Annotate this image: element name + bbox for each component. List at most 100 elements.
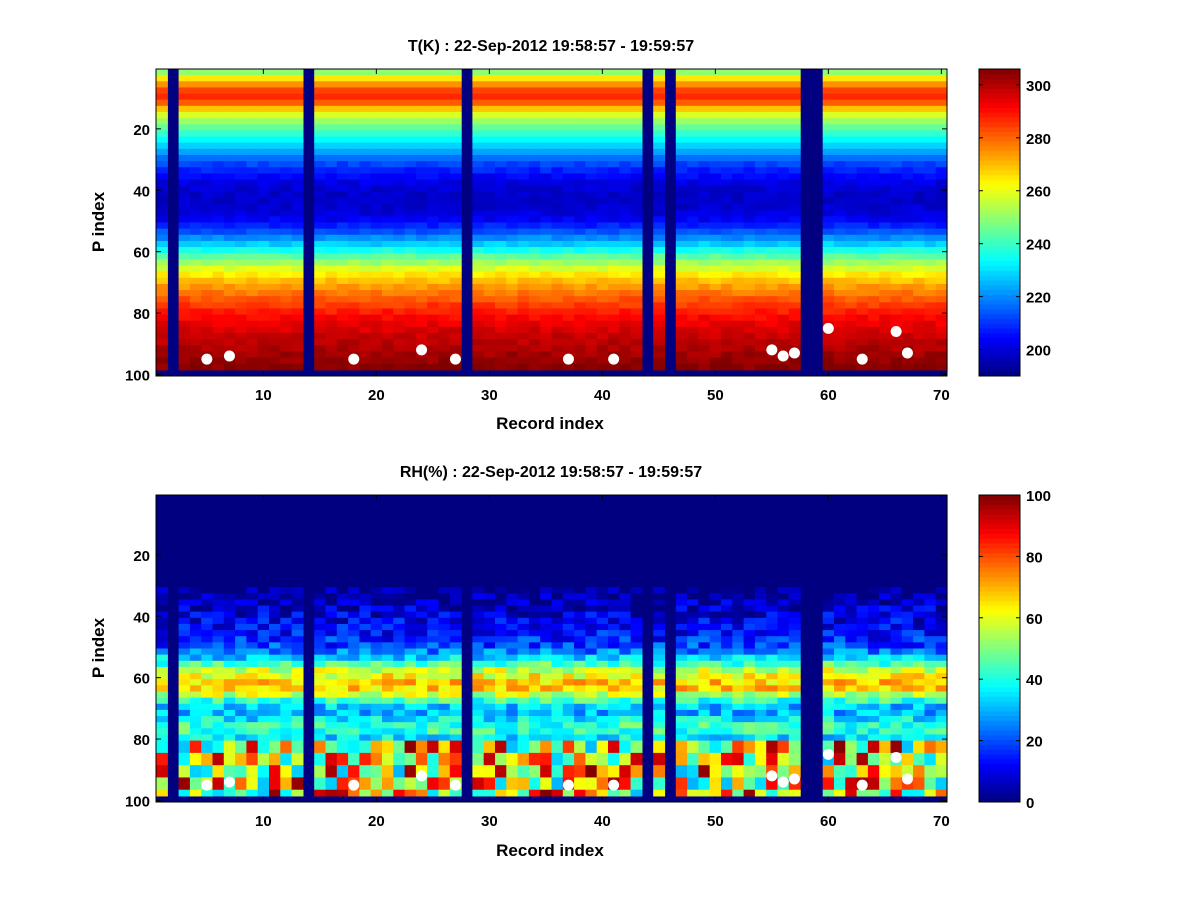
heatmap-cell — [178, 722, 191, 729]
heatmap-cell — [201, 259, 214, 267]
heatmap-cell — [472, 197, 485, 205]
heatmap-cell — [156, 277, 168, 285]
heatmap-cell — [528, 574, 541, 582]
heatmap-cell — [619, 296, 632, 303]
heatmap-cell — [269, 765, 281, 772]
heatmap-cell — [845, 167, 858, 174]
heatmap-cell — [698, 167, 711, 174]
heatmap-cell — [562, 326, 575, 334]
heatmap-cell — [223, 507, 236, 515]
heatmap-cell — [528, 703, 541, 711]
heatmap-cell — [212, 191, 225, 199]
heatmap-cell — [574, 185, 586, 193]
heatmap-cell — [314, 185, 327, 193]
heatmap-cell — [370, 722, 383, 729]
heatmap-cell — [427, 259, 440, 267]
heatmap-cell — [235, 351, 247, 359]
heatmap-cell — [370, 660, 383, 668]
heatmap-cell — [517, 507, 530, 515]
heatmap-cell — [325, 191, 338, 199]
heatmap-cell — [924, 185, 937, 193]
heatmap-cell — [223, 271, 236, 279]
heatmap-cell — [257, 666, 270, 674]
heatmap-cell — [201, 580, 214, 588]
heatmap-cell — [585, 314, 598, 322]
heatmap-cell — [856, 302, 869, 310]
heatmap-cell — [619, 210, 632, 217]
heatmap-cell — [438, 673, 451, 680]
heatmap-cell — [562, 111, 575, 119]
heatmap-cell — [506, 673, 519, 680]
heatmap-cell — [178, 333, 191, 340]
heatmap-cell — [721, 326, 733, 334]
heatmap-cell — [449, 222, 462, 230]
heatmap-cell — [370, 363, 383, 371]
heatmap-cell — [551, 167, 564, 174]
heatmap-cell — [438, 271, 451, 279]
heatmap-cell — [178, 623, 191, 631]
heatmap-cell — [698, 81, 711, 89]
heatmap-cell — [314, 148, 327, 156]
heatmap-cell — [653, 265, 666, 273]
heatmap-cell — [630, 333, 643, 340]
heatmap-cell — [687, 357, 699, 365]
heatmap-cell — [834, 339, 846, 346]
heatmap-cell — [235, 507, 247, 515]
heatmap-cell — [495, 537, 507, 545]
heatmap-cell — [280, 525, 293, 533]
heatmap-cell — [223, 709, 236, 717]
heatmap-cell — [438, 783, 451, 791]
heatmap-cell — [336, 666, 349, 674]
heatmap-cell — [257, 709, 270, 717]
heatmap-cell — [901, 179, 914, 187]
heatmap-cell — [235, 673, 247, 680]
heatmap-cell — [585, 265, 598, 273]
heatmap-cell — [348, 191, 360, 199]
heatmap-cell — [201, 691, 214, 699]
heatmap-cell — [766, 222, 779, 230]
heatmap-cell — [404, 81, 417, 89]
heatmap-cell — [291, 703, 304, 711]
heatmap-cell — [822, 179, 835, 187]
heatmap-cell — [777, 240, 790, 248]
heatmap-cell — [788, 179, 801, 187]
heatmap-cell — [721, 69, 733, 76]
heatmap-cell — [879, 142, 892, 150]
heatmap-cell — [551, 531, 564, 539]
heatmap-column — [506, 69, 519, 371]
heatmap-cell — [223, 363, 236, 371]
heatmap-cell — [325, 599, 338, 607]
heatmap-cell — [495, 326, 507, 334]
heatmap-cell — [280, 210, 293, 217]
heatmap-cell — [359, 587, 372, 594]
heatmap-cell — [506, 271, 519, 279]
heatmap-cell — [370, 228, 383, 236]
heatmap-cell — [585, 130, 598, 138]
heatmap-cell — [709, 290, 722, 297]
heatmap-cell — [336, 783, 349, 791]
heatmap-cell — [562, 296, 575, 303]
colorbar-swatch — [979, 246, 1020, 252]
heatmap-cell — [178, 130, 191, 138]
heatmap-cell — [630, 93, 643, 101]
heatmap-cell — [766, 308, 779, 316]
heatmap-cell — [517, 605, 530, 613]
heatmap-cell — [404, 277, 417, 285]
heatmap-cell — [257, 93, 270, 101]
heatmap-cell — [393, 660, 406, 668]
heatmap-cell — [382, 326, 394, 334]
heatmap-cell — [675, 75, 688, 82]
data-marker — [223, 350, 235, 362]
heatmap-cell — [178, 247, 191, 254]
heatmap-cell — [574, 136, 586, 144]
heatmap-cell — [540, 587, 553, 594]
colorbar-swatch — [979, 313, 1020, 319]
heatmap-cell — [619, 326, 632, 334]
heatmap-cell — [551, 75, 564, 82]
heatmap-cell — [201, 636, 214, 643]
heatmap-column — [528, 69, 541, 371]
heatmap-cell — [935, 357, 948, 365]
heatmap-cell — [483, 734, 496, 742]
heatmap-cell — [822, 345, 835, 353]
heatmap-cell — [743, 185, 756, 193]
